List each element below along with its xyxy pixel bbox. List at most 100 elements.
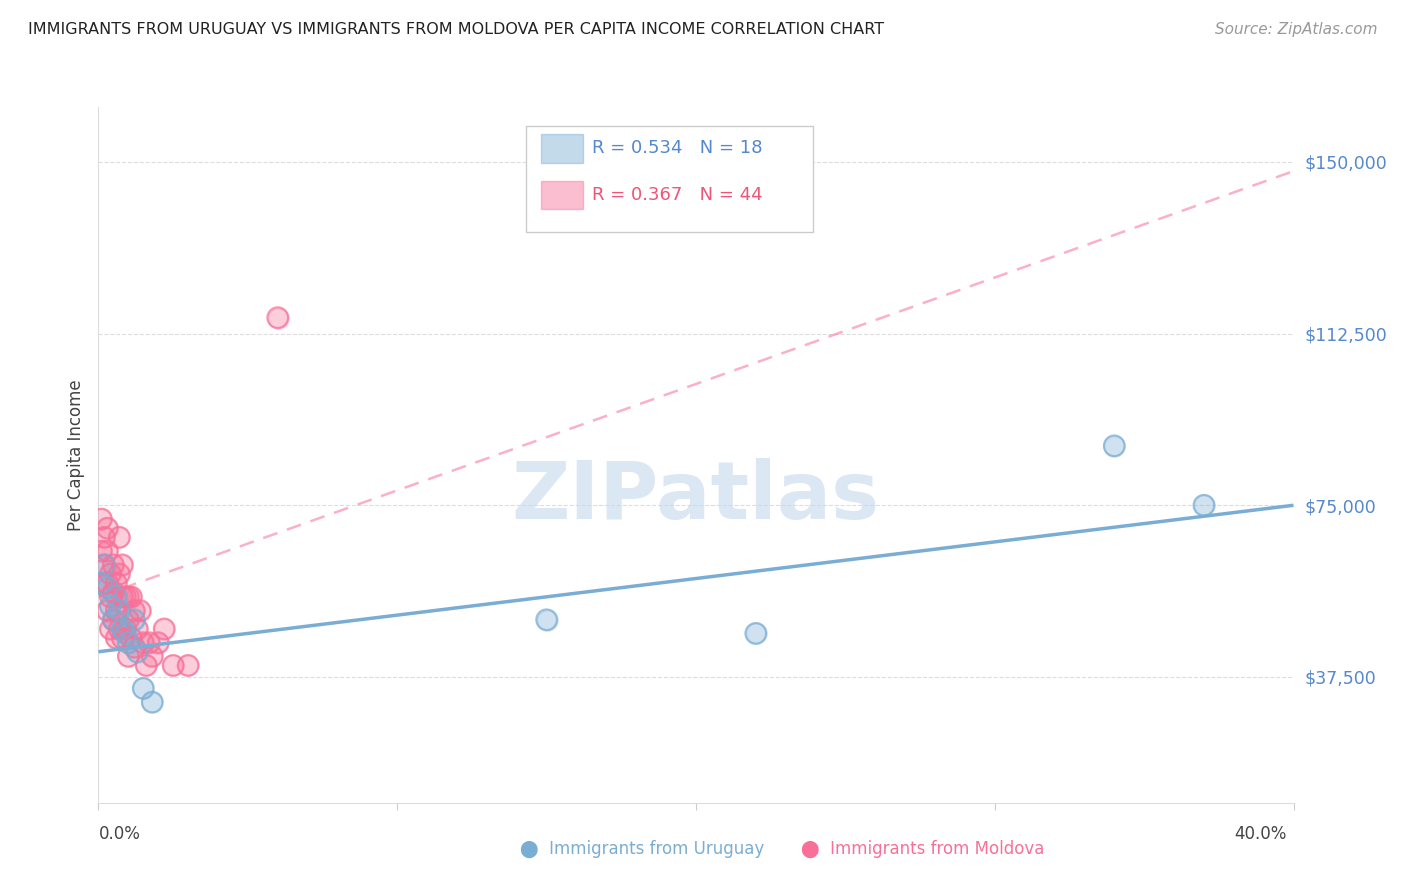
Point bbox=[141, 649, 163, 664]
Point bbox=[98, 622, 122, 636]
Point bbox=[93, 558, 115, 572]
Text: R = 0.367   N = 44: R = 0.367 N = 44 bbox=[592, 186, 762, 203]
Point bbox=[120, 631, 142, 645]
Point bbox=[105, 631, 128, 645]
Point bbox=[117, 635, 139, 649]
Point bbox=[98, 590, 122, 604]
Point bbox=[177, 658, 200, 673]
Point bbox=[96, 576, 118, 591]
Point bbox=[114, 622, 136, 636]
Point bbox=[111, 558, 134, 572]
Point bbox=[141, 695, 163, 709]
Point bbox=[96, 544, 118, 558]
Point bbox=[267, 310, 290, 325]
Point bbox=[1192, 498, 1215, 512]
Point bbox=[114, 626, 136, 640]
Point bbox=[141, 695, 163, 709]
Point bbox=[108, 603, 131, 617]
Point bbox=[129, 603, 152, 617]
Point bbox=[96, 544, 118, 558]
Point bbox=[98, 622, 122, 636]
Point bbox=[96, 603, 118, 617]
Text: IMMIGRANTS FROM URUGUAY VS IMMIGRANTS FROM MOLDOVA PER CAPITA INCOME CORRELATION: IMMIGRANTS FROM URUGUAY VS IMMIGRANTS FR… bbox=[28, 22, 884, 37]
Point bbox=[103, 585, 125, 599]
Point bbox=[117, 649, 139, 664]
Text: ZIPatlas: ZIPatlas bbox=[512, 458, 880, 536]
Y-axis label: Per Capita Income: Per Capita Income bbox=[66, 379, 84, 531]
Point bbox=[111, 590, 134, 604]
Point bbox=[148, 635, 170, 649]
Point bbox=[120, 590, 142, 604]
Point bbox=[138, 635, 160, 649]
Point bbox=[153, 622, 176, 636]
Point bbox=[135, 658, 157, 673]
Point bbox=[124, 640, 146, 655]
Point bbox=[108, 530, 131, 544]
Point bbox=[108, 622, 131, 636]
Point bbox=[124, 640, 146, 655]
Point bbox=[117, 649, 139, 664]
Point bbox=[135, 658, 157, 673]
Point bbox=[117, 590, 139, 604]
Point bbox=[117, 590, 139, 604]
Point bbox=[124, 603, 146, 617]
Point bbox=[124, 603, 146, 617]
Point bbox=[93, 558, 115, 572]
Point bbox=[129, 603, 152, 617]
Point bbox=[177, 658, 200, 673]
Point bbox=[90, 576, 112, 591]
Point bbox=[148, 635, 170, 649]
Point bbox=[96, 576, 118, 591]
Point bbox=[90, 544, 112, 558]
Point bbox=[90, 576, 112, 591]
Point bbox=[117, 613, 139, 627]
Point bbox=[105, 590, 128, 604]
Point bbox=[96, 521, 118, 535]
Point bbox=[96, 581, 118, 595]
Point bbox=[120, 631, 142, 645]
Point bbox=[103, 558, 125, 572]
Point bbox=[111, 590, 134, 604]
Point bbox=[162, 658, 184, 673]
Point bbox=[132, 635, 155, 649]
Point bbox=[93, 530, 115, 544]
Point bbox=[267, 310, 290, 325]
Point bbox=[96, 521, 118, 535]
Point bbox=[1104, 439, 1126, 453]
Point bbox=[103, 613, 125, 627]
Point bbox=[108, 566, 131, 581]
Point bbox=[111, 631, 134, 645]
Point bbox=[114, 626, 136, 640]
Point bbox=[132, 681, 155, 696]
Point bbox=[111, 631, 134, 645]
Point bbox=[93, 530, 115, 544]
Point bbox=[117, 635, 139, 649]
Point bbox=[93, 558, 115, 572]
Point bbox=[114, 622, 136, 636]
Point bbox=[108, 566, 131, 581]
Point bbox=[114, 590, 136, 604]
Point bbox=[98, 599, 122, 613]
Point bbox=[108, 530, 131, 544]
Point bbox=[98, 566, 122, 581]
Point bbox=[108, 622, 131, 636]
Point bbox=[111, 622, 134, 636]
Text: ⬤  Immigrants from Moldova: ⬤ Immigrants from Moldova bbox=[801, 840, 1045, 858]
Point bbox=[105, 576, 128, 591]
Point bbox=[103, 585, 125, 599]
Point bbox=[105, 590, 128, 604]
Point bbox=[124, 613, 146, 627]
Point bbox=[138, 635, 160, 649]
Text: 0.0%: 0.0% bbox=[98, 825, 141, 843]
Point bbox=[103, 613, 125, 627]
Point bbox=[1192, 498, 1215, 512]
Point bbox=[745, 626, 768, 640]
Point bbox=[98, 599, 122, 613]
Point bbox=[98, 590, 122, 604]
Point bbox=[105, 576, 128, 591]
Point bbox=[117, 613, 139, 627]
Point bbox=[93, 576, 115, 591]
Point bbox=[120, 590, 142, 604]
Point bbox=[103, 558, 125, 572]
Point bbox=[105, 603, 128, 617]
